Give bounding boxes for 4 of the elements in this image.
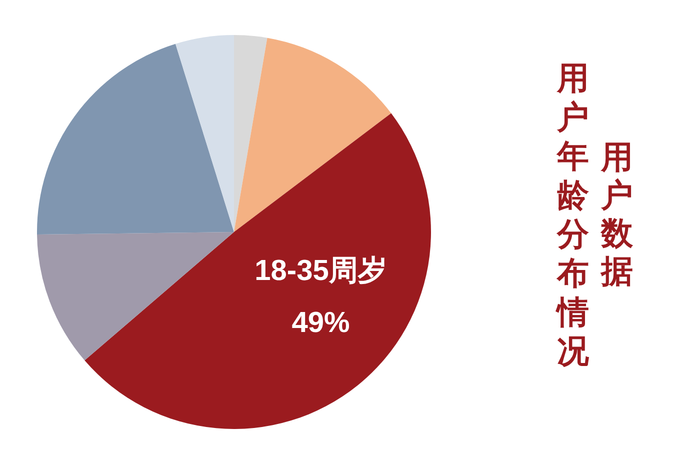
text: 用户数据 <box>600 139 634 289</box>
slice-label: 18-35周岁 <box>254 254 387 287</box>
data-label: 49% <box>292 306 350 339</box>
text: 用户年龄分布情况 <box>555 60 590 369</box>
